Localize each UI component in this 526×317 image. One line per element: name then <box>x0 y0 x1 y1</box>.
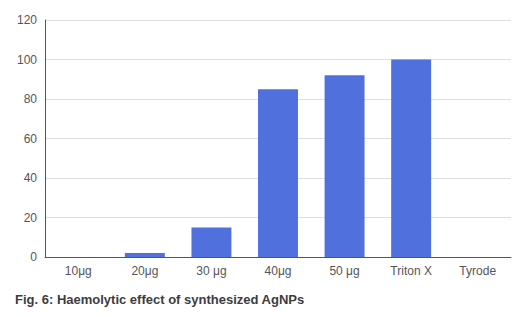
svg-text:40: 40 <box>24 171 38 185</box>
svg-text:Fig. 6: Haemolytic effect of s: Fig. 6: Haemolytic effect of synthesized… <box>15 292 304 307</box>
svg-text:120: 120 <box>17 13 37 27</box>
svg-text:0: 0 <box>30 250 37 264</box>
svg-text:100: 100 <box>17 53 37 67</box>
svg-text:10μg: 10μg <box>65 264 92 278</box>
svg-text:Triton X: Triton X <box>390 264 432 278</box>
svg-text:60: 60 <box>24 132 38 146</box>
svg-text:40μg: 40μg <box>265 264 292 278</box>
svg-text:20: 20 <box>24 211 38 225</box>
svg-text:50 μg: 50 μg <box>329 264 359 278</box>
svg-text:80: 80 <box>24 92 38 106</box>
svg-text:30 μg: 30 μg <box>196 264 226 278</box>
svg-text:20μg: 20μg <box>131 264 158 278</box>
svg-text:Tyrode: Tyrode <box>459 264 496 278</box>
